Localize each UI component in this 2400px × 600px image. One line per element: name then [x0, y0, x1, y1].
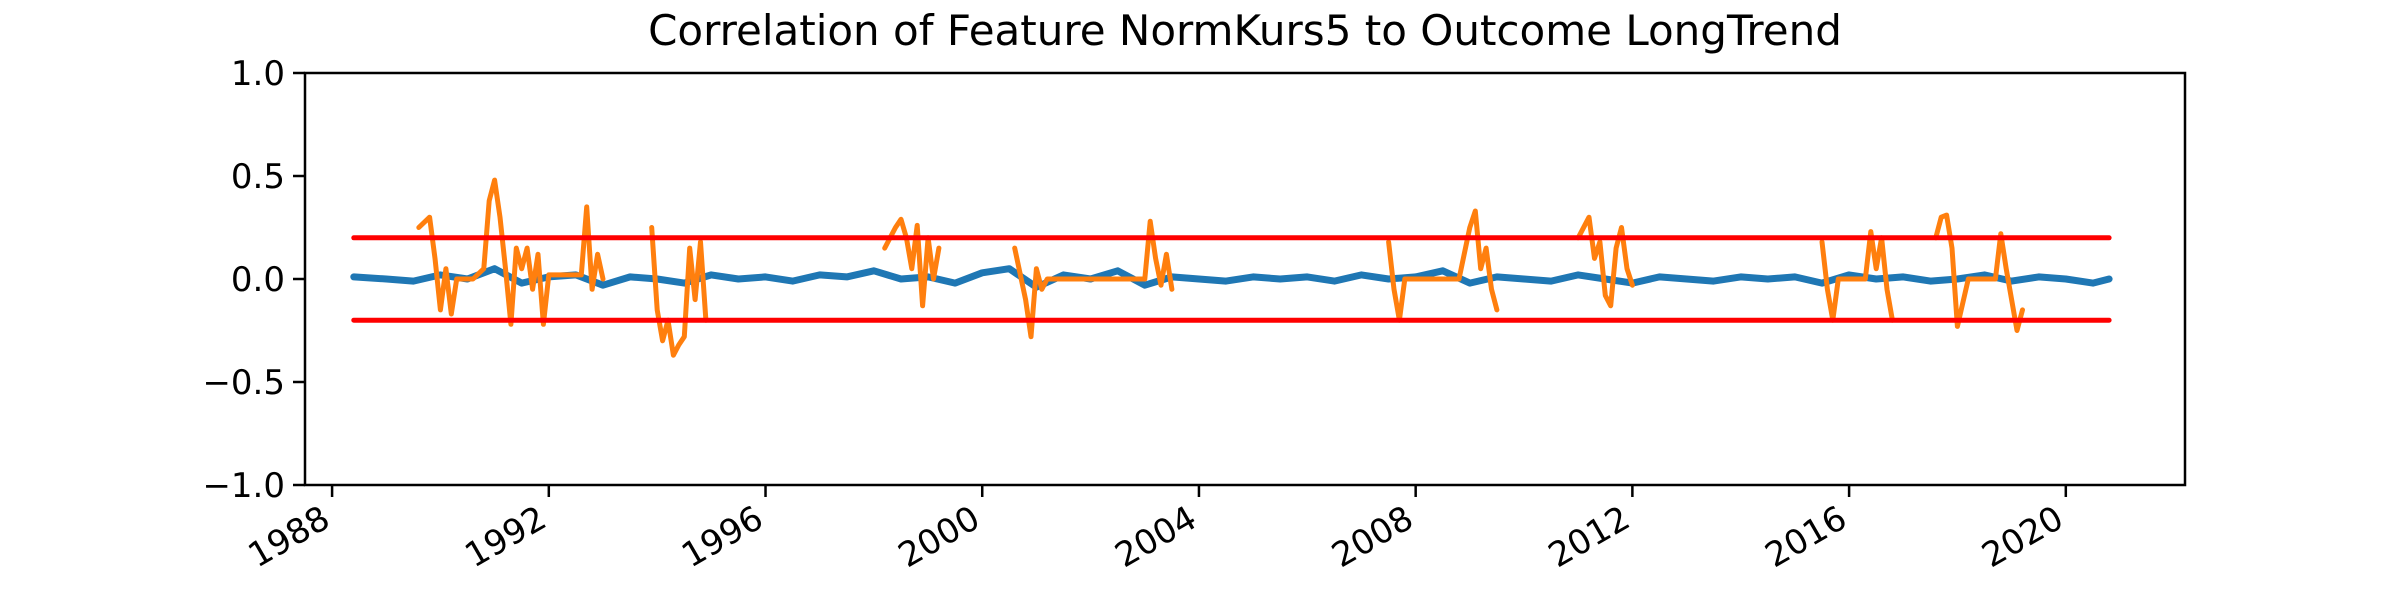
x-tick-label: 2012: [1542, 498, 1637, 576]
x-tick-label: 1992: [458, 498, 553, 576]
plot-area: [350, 177, 2113, 358]
series-2-line-segment-1: [416, 177, 606, 327]
y-tick-label: −0.5: [202, 363, 285, 403]
x-tick-label: 1988: [242, 498, 337, 576]
y-tick-label: 0.5: [231, 157, 285, 197]
y-tick-label: 1.0: [231, 54, 285, 94]
series-2-line-segment-6: [1575, 214, 1635, 309]
y-axis: −1.0 −0.5 0.0 0.5 1.0: [202, 54, 305, 506]
series-2-line-segment-3: [882, 216, 942, 309]
x-tick-label: 2008: [1325, 498, 1420, 576]
x-tick-label: 2020: [1975, 498, 2070, 576]
y-tick-label: 0.0: [231, 260, 285, 300]
x-axis: 1988 1992 1996 2000 2004 2008 2012 2016 2020: [242, 485, 2070, 576]
series-2-line-segment-4: [1012, 218, 1175, 340]
chart-title: Correlation of Feature NormKurs5 to Outc…: [648, 6, 1842, 55]
x-tick-label: 2004: [1109, 498, 1204, 576]
y-tick-label: −1.0: [202, 466, 285, 506]
series-2-line-segment-7: [1819, 229, 1895, 323]
x-tick-label: 1996: [675, 498, 770, 576]
series-2-line-segment-5: [1386, 208, 1500, 323]
series-2-line-segment-8: [1933, 212, 2025, 333]
x-tick-label: 2000: [892, 498, 987, 576]
series-2-line-segment-2: [649, 225, 709, 358]
x-tick-label: 2016: [1759, 498, 1854, 576]
